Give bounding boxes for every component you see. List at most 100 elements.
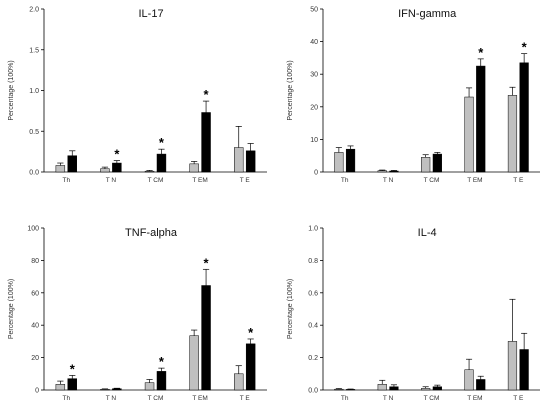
x-tick-label: T E: [240, 395, 251, 402]
bar-black: [519, 62, 529, 173]
bar-gray: [334, 152, 344, 173]
bar-black: [245, 150, 256, 173]
significance-star: *: [114, 147, 120, 162]
significance-star: *: [478, 45, 484, 60]
x-tick-label: T N: [383, 177, 394, 184]
y-tick-label: 0.0: [308, 388, 318, 395]
y-tick-label: 0.8: [308, 258, 318, 265]
y-tick-label: 0.2: [308, 355, 318, 362]
y-axis-title: Percentage (100%): [287, 279, 294, 339]
bar-black: [476, 379, 486, 391]
significance-star: *: [159, 135, 165, 150]
x-tick-label: T EM: [192, 395, 207, 402]
bar-gray: [55, 165, 66, 173]
significance-star: *: [204, 87, 210, 102]
significance-star: *: [248, 325, 254, 340]
x-tick-label: Th: [63, 395, 71, 402]
bar-gray: [377, 384, 387, 391]
bar-gray: [234, 373, 244, 391]
bar-gray: [100, 389, 110, 391]
x-tick-label: T EM: [467, 395, 482, 402]
x-tick-label: T CM: [148, 177, 164, 184]
x-tick-label: T CM: [148, 395, 164, 402]
bar-black: [156, 371, 167, 391]
bar-gray: [100, 168, 110, 173]
bar-black: [112, 388, 122, 391]
y-tick-label: 20: [310, 104, 318, 111]
y-tick-label: 0.5: [29, 129, 39, 136]
bar-gray: [144, 382, 155, 391]
y-tick-label: 0.6: [308, 290, 318, 297]
y-tick-label: 40: [31, 323, 39, 330]
x-tick-label: T N: [106, 177, 117, 184]
x-tick-label: Th: [63, 177, 71, 184]
x-tick-label: T N: [106, 395, 117, 402]
y-tick-label: 0: [314, 170, 318, 177]
bar-black: [156, 153, 167, 173]
y-tick-label: 80: [31, 258, 39, 265]
y-tick-label: 0.4: [308, 323, 318, 330]
bar-black: [519, 349, 529, 391]
y-tick-label: 30: [310, 72, 318, 79]
y-tick-label: 60: [31, 290, 39, 297]
chart-title: IL-4: [418, 227, 437, 239]
y-tick-label: 1.5: [29, 47, 39, 54]
bar-gray: [189, 335, 199, 391]
bar-black: [112, 162, 122, 173]
chart-title: TNF-alpha: [125, 227, 178, 239]
bar-gray: [189, 163, 199, 173]
bar-black: [201, 285, 211, 391]
x-tick-label: Th: [341, 395, 349, 402]
bar-black: [67, 155, 77, 173]
bar-gray: [507, 341, 518, 391]
bar-black: [432, 386, 442, 391]
y-tick-label: 1.0: [29, 88, 39, 95]
chart-panel-ifn-gamma: 0 10 20 30 40 50 Percentage (100%) IFN-gamma Th T…: [287, 7, 540, 184]
significance-star: *: [159, 354, 165, 369]
chart-panel-il17: 0.0 0.5 1.0 1.5 2.0 Percentage (100%) IL-17 Th *…: [8, 7, 267, 184]
x-tick-label: T CM: [424, 177, 440, 184]
x-tick-label: T EM: [192, 177, 207, 184]
bar-gray: [55, 384, 66, 391]
x-tick-label: T E: [513, 395, 524, 402]
y-tick-label: 100: [27, 226, 39, 233]
x-tick-label: Th: [341, 177, 349, 184]
chart-title: IL-17: [139, 8, 164, 20]
chart-title: IFN-gamma: [398, 8, 457, 20]
bar-black: [389, 386, 399, 391]
bar-black: [345, 148, 356, 173]
bar-gray: [144, 170, 155, 173]
bar-black: [432, 153, 442, 173]
y-axis-title: Percentage (100%): [287, 60, 294, 120]
significance-star: *: [522, 40, 528, 55]
y-tick-label: 2.0: [29, 7, 39, 14]
x-tick-label: T E: [240, 177, 251, 184]
y-tick-label: 40: [310, 39, 318, 46]
chart-panel-tnf-alpha: 0 20 40 60 80 100 Percentage (100%) TNF-alpha * T…: [8, 226, 267, 402]
bar-black: [245, 343, 256, 391]
bar-gray: [334, 388, 344, 391]
y-tick-label: 1.0: [308, 226, 318, 233]
bar-gray: [421, 388, 431, 391]
y-tick-label: 20: [31, 355, 39, 362]
x-tick-label: T EM: [467, 177, 482, 184]
x-tick-label: T N: [383, 395, 394, 402]
bar-black: [201, 112, 211, 173]
bar-gray: [507, 95, 518, 173]
bar-gray: [377, 170, 387, 173]
bar-black: [67, 378, 77, 391]
y-tick-label: 50: [310, 7, 318, 14]
bar-black: [389, 170, 399, 173]
bar-gray: [234, 147, 244, 173]
x-tick-label: T E: [513, 177, 524, 184]
y-axis-title: Percentage (100%): [8, 279, 15, 339]
bar-black: [476, 65, 486, 173]
bar-gray: [464, 96, 474, 173]
bar-gray: [421, 157, 431, 173]
bar-gray: [464, 369, 474, 391]
y-tick-label: 0: [35, 388, 39, 395]
x-tick-label: T CM: [424, 395, 440, 402]
y-tick-label: 10: [310, 137, 318, 144]
significance-star: *: [70, 361, 76, 376]
